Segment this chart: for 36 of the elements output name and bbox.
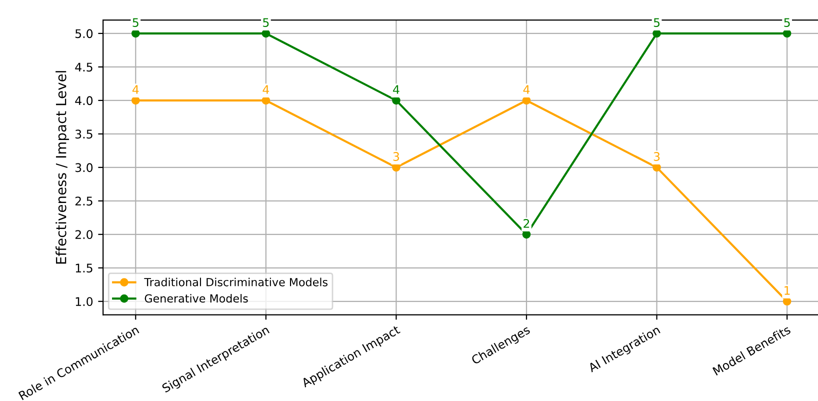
point [131, 96, 140, 105]
data-label: 5 [654, 18, 660, 27]
y-tick-label: 1.5 [76, 264, 92, 273]
y-tick-label: 5.0 [75, 29, 93, 38]
point [652, 29, 661, 38]
point [392, 96, 400, 105]
y-tick-label: 2.5 [75, 196, 92, 206]
data-label: 5 [263, 18, 269, 27]
data-label: 2 [524, 219, 530, 228]
y-tick-label: 3.0 [75, 163, 93, 172]
point [522, 96, 531, 105]
data-label: 4 [393, 85, 400, 94]
data-label: 5 [132, 18, 138, 27]
y-tick-label: 2.0 [75, 230, 93, 240]
point [262, 29, 270, 38]
y-tick-label: 4.0 [75, 96, 93, 106]
data-label: 4 [132, 85, 139, 94]
legend-label: Generative Models [144, 294, 248, 303]
point [131, 29, 140, 38]
point [782, 29, 792, 38]
legend-label: Traditional Discriminative Models [144, 278, 328, 286]
point [392, 163, 400, 172]
data-label: 4 [523, 85, 530, 94]
y-tick-label: 4.5 [75, 62, 92, 72]
y-tick-label: 3.5 [75, 130, 92, 139]
y-tick-label: 1.0 [76, 297, 93, 306]
data-label: 3 [393, 152, 400, 161]
point [262, 96, 270, 105]
data-label: 3 [654, 152, 660, 161]
data-label: 5 [784, 18, 790, 27]
point [652, 163, 661, 172]
data-label: 4 [262, 85, 270, 94]
point [782, 297, 792, 306]
data-label: 1 [784, 286, 790, 295]
y-axis-title: Effectiveness / Impact Level [56, 71, 70, 264]
point [522, 230, 531, 239]
